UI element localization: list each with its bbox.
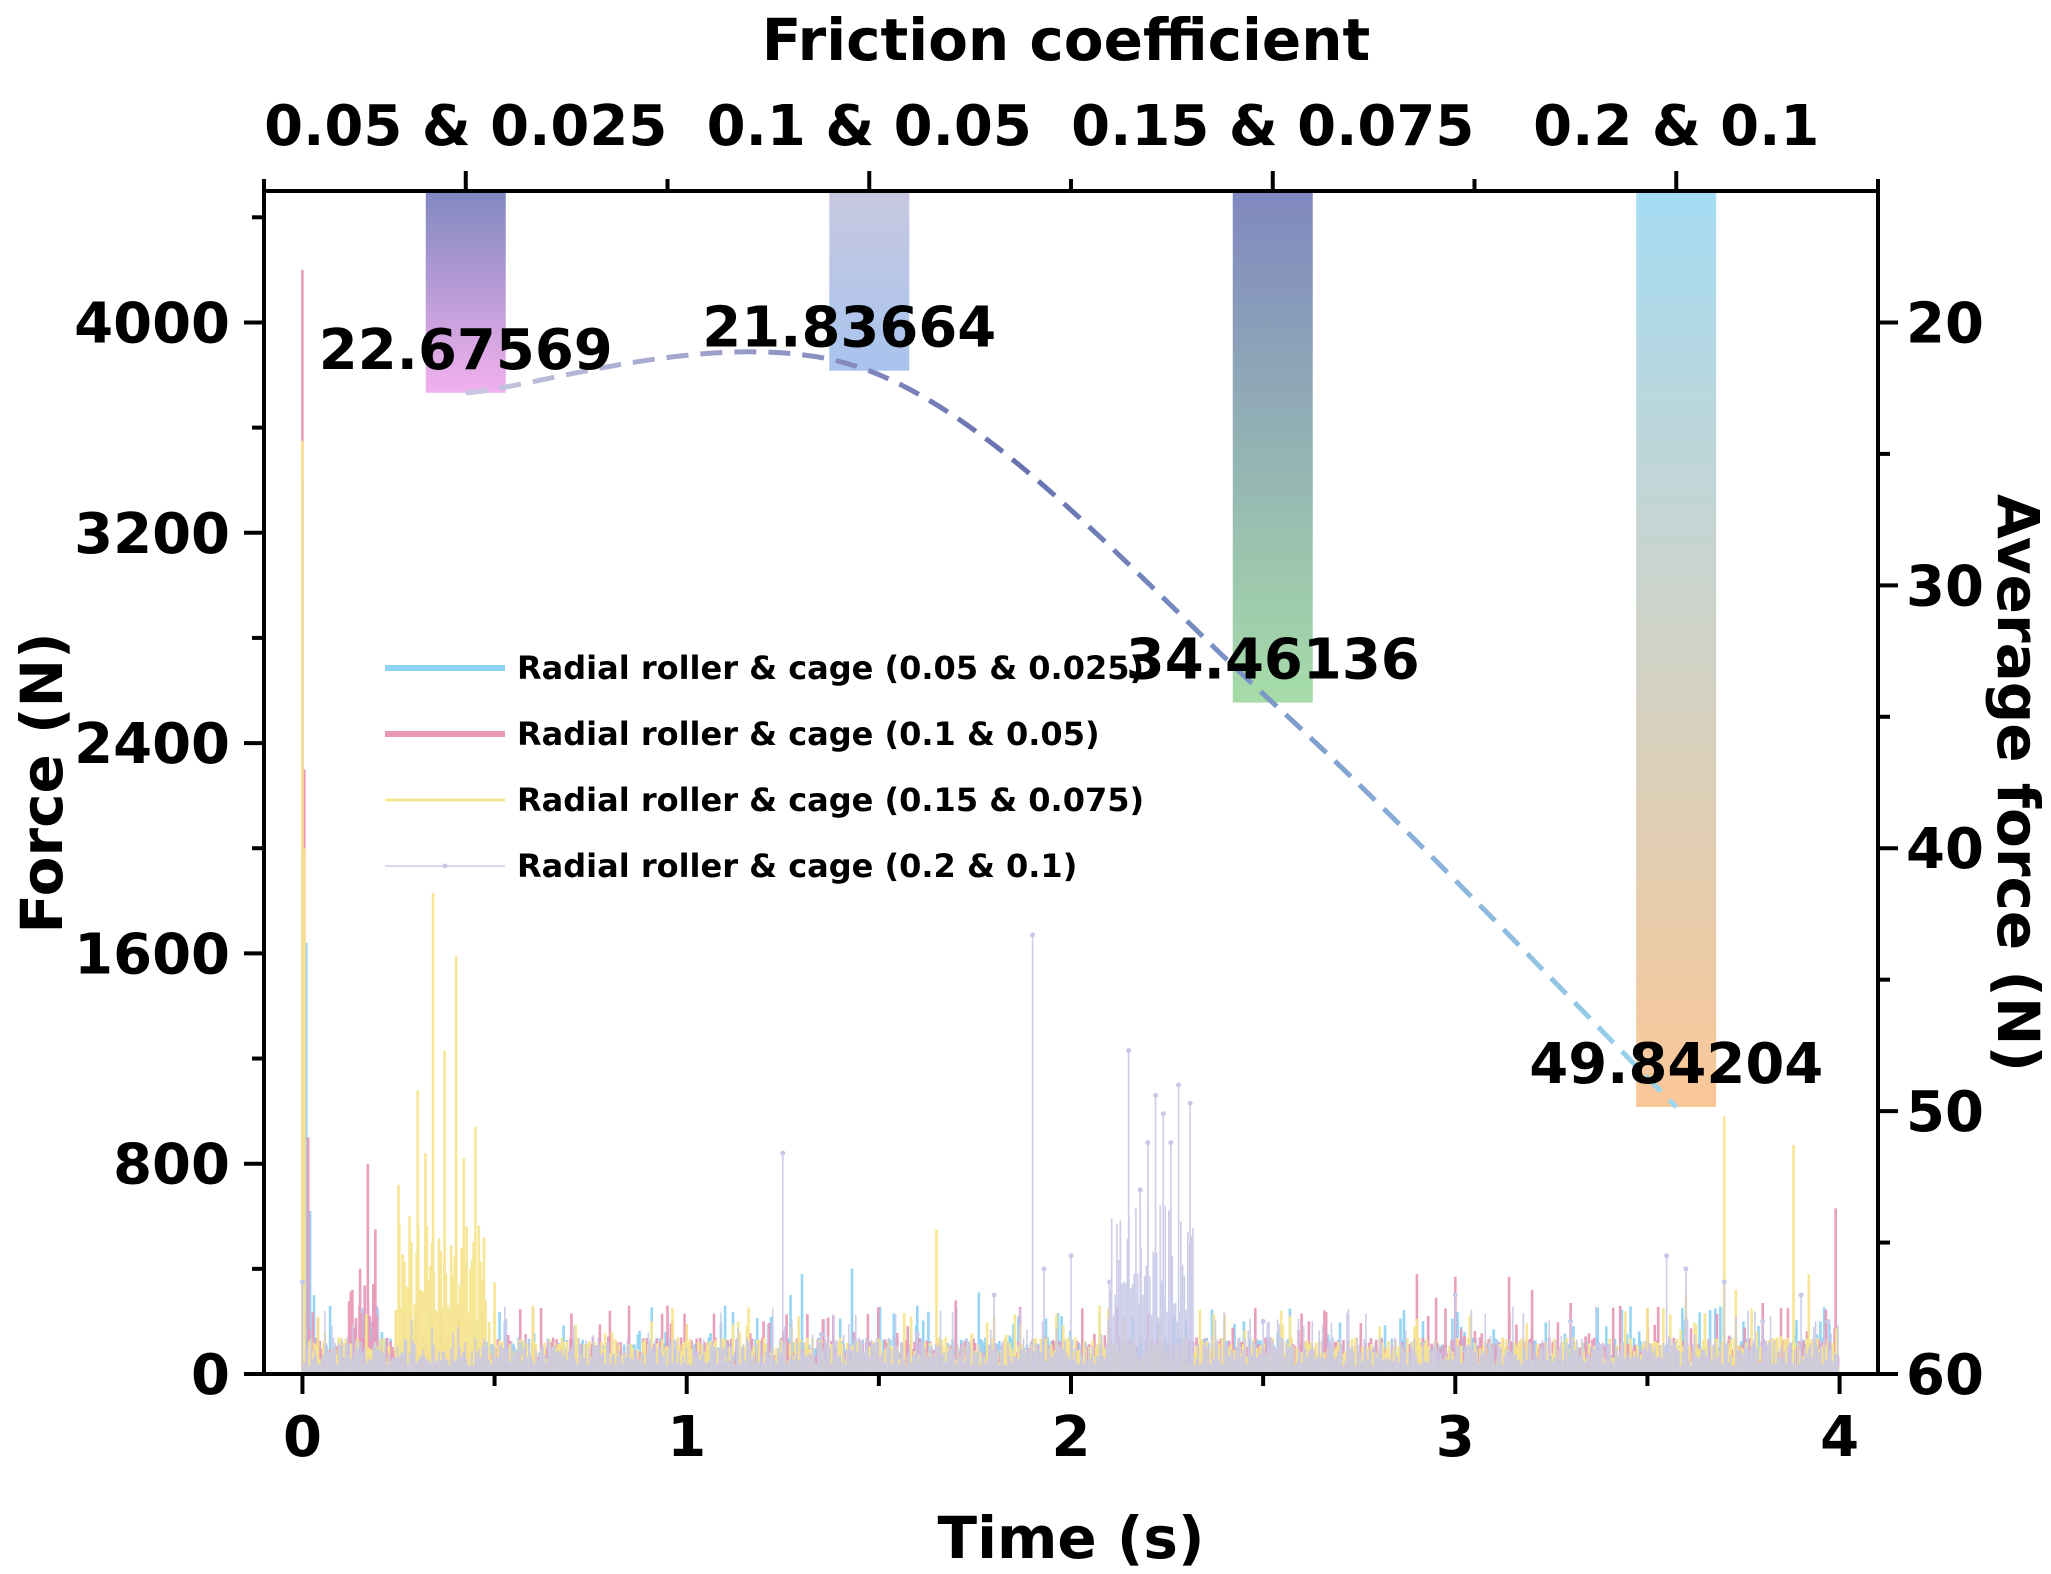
x-axis-tick-label: 4 (1820, 1405, 1859, 1470)
series-point (1068, 1253, 1074, 1259)
legend-swatch-marker (442, 863, 448, 869)
top-axis-category-label: 0.05 & 0.025 (264, 94, 667, 159)
y-left-axis-title: Force (N) (8, 632, 76, 933)
series-point (1664, 1253, 1670, 1259)
average-trend-line (465, 349, 1679, 1109)
y-right-tick-label: 50 (1906, 1080, 1984, 1145)
series-point (1106, 1279, 1112, 1285)
series-point (299, 1279, 305, 1285)
series-point (1153, 1092, 1159, 1098)
series-point (1041, 1266, 1047, 1272)
top-axis-category-label: 0.2 & 0.1 (1533, 94, 1819, 159)
top-axis-category-labels: 0.05 & 0.025 0.1 & 0.05 0.15 & 0.075 0.2 & … (264, 94, 1819, 159)
average-bar (1232, 191, 1313, 703)
top-axis-category-label: 0.15 & 0.075 (1071, 94, 1474, 159)
y-left-tick-label: 1600 (74, 922, 230, 987)
average-bar (829, 191, 910, 371)
average-bar-label: 49.84204 (1529, 1032, 1823, 1097)
legend-label: Radial roller & cage (0.2 & 0.1) (517, 847, 1077, 885)
series-point (1825, 1318, 1831, 1324)
y-left-tick-label: 800 (113, 1133, 230, 1198)
y-left-tick-label: 2400 (74, 712, 230, 777)
series-point (1760, 1318, 1766, 1324)
average-bars (425, 191, 1717, 1107)
average-bar (425, 191, 506, 393)
y-left-tick-labels: 0 800 1600 2400 3200 4000 (74, 291, 230, 1408)
series-trace (301, 480, 1840, 1374)
series-point (1176, 1082, 1182, 1088)
top-axis-category-label: 0.1 & 0.05 (707, 94, 1032, 159)
average-bar-label: 34.46136 (1126, 628, 1420, 693)
x-axis-tick-label: 3 (1436, 1405, 1475, 1470)
y-right-tick-label: 30 (1906, 554, 1984, 619)
legend-label: Radial roller & cage (0.15 & 0.075) (517, 781, 1144, 819)
series-point (1160, 1111, 1166, 1117)
top-axis-title: Friction coefficient (762, 6, 1371, 74)
y-left-tick-label: 3200 (74, 502, 230, 567)
series-point (1187, 1100, 1193, 1106)
series-point (1145, 1140, 1151, 1146)
series-trace (301, 269, 1840, 1374)
trend-curve (465, 349, 1679, 1109)
legend-label: Radial roller & cage (0.1 & 0.05) (517, 715, 1100, 753)
y-right-tick-label: 60 (1906, 1343, 1984, 1408)
series-point (1568, 1318, 1574, 1324)
y-right-tick-labels: 20 30 40 50 60 (1906, 291, 1984, 1408)
average-bar (1636, 191, 1717, 1107)
series-point (568, 1350, 574, 1356)
series-layer (299, 269, 1840, 1374)
series-trace (301, 440, 1840, 1374)
series-point (1260, 1318, 1266, 1324)
x-axis-tick-label: 2 (1052, 1405, 1091, 1470)
series-point (818, 1332, 824, 1338)
series-point (1126, 1048, 1132, 1054)
series-point (991, 1292, 997, 1298)
legend-label: Radial roller & cage (0.05 & 0.025) (517, 649, 1144, 687)
y-left-tick-label: 4000 (74, 291, 230, 356)
series-point (914, 1332, 920, 1338)
x-axis-tick-label: 1 (667, 1405, 706, 1470)
series-trace (301, 935, 1839, 1374)
series-point (1030, 932, 1036, 938)
series-point (1168, 1140, 1174, 1146)
y-right-axis-title: Average force (N) (1984, 494, 2051, 1072)
x-axis-tick-label: 0 (283, 1405, 322, 1470)
series-point (1137, 1187, 1143, 1193)
average-bar-label: 22.67569 (319, 318, 613, 383)
y-right-tick-label: 20 (1906, 291, 1984, 356)
legend: Radial roller & cage (0.05 & 0.025) Radia… (385, 649, 1144, 885)
x-axis-title: Time (s) (938, 1504, 1205, 1572)
average-bar-labels: 22.67569 21.83664 34.46136 49.84204 (319, 296, 1824, 1097)
series-point (1798, 1292, 1804, 1298)
y-right-tick-label: 40 (1906, 817, 1984, 882)
x-axis-tick-labels: 0 1 2 3 4 (283, 1405, 1859, 1470)
average-bar-label: 21.83664 (702, 296, 996, 361)
y-left-tick-label: 0 (191, 1343, 230, 1408)
series-point (1452, 1292, 1458, 1298)
series-point (1683, 1266, 1689, 1272)
series-point (780, 1150, 786, 1156)
axis-ticks (244, 171, 1898, 1394)
series-point (1721, 1279, 1727, 1285)
